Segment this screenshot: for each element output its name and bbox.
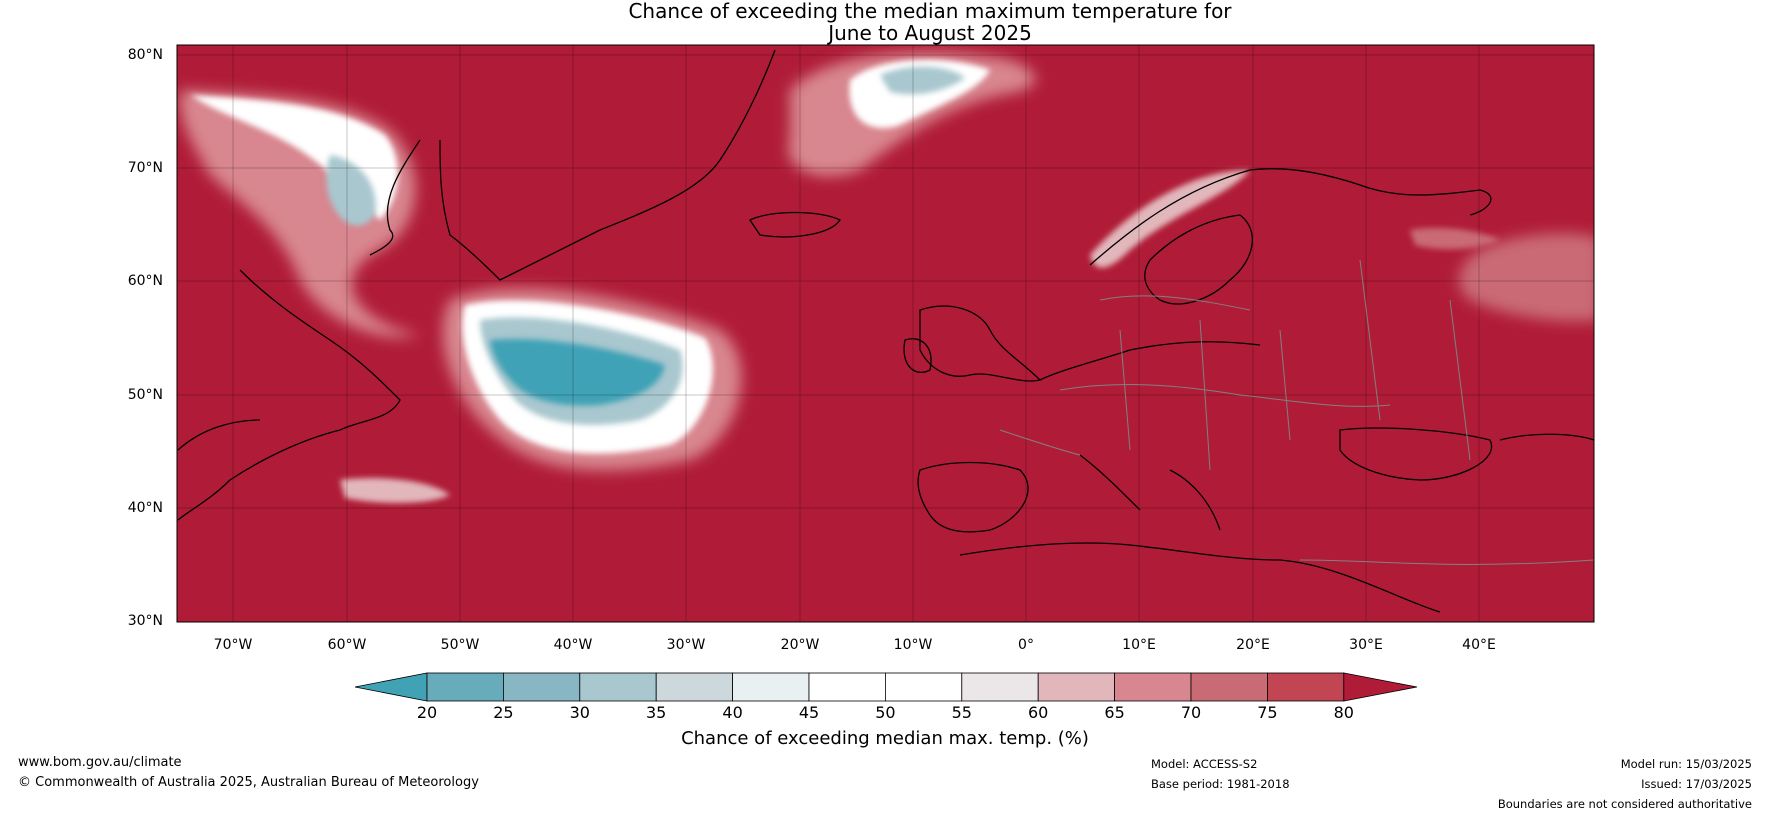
colorbar-extend-high (1343, 672, 1418, 702)
lon-tick-label: 30°E (1349, 637, 1383, 653)
colorbar-segment (426, 672, 504, 702)
base-period-text: Base period: 1981-2018 (1151, 777, 1290, 791)
colorbar-tick-label: 70 (1180, 703, 1202, 722)
country-borders (999, 259, 1594, 565)
lon-tick-label: 50°W (440, 637, 480, 653)
website-text: www.bom.gov.au/climate (18, 755, 182, 770)
colorbar-segment (579, 672, 657, 702)
disclaimer-text: Boundaries are not considered authoritat… (1497, 797, 1752, 811)
lon-tick-label: 10°W (893, 637, 933, 653)
copyright-text: © Commonwealth of Australia 2025, Austra… (18, 775, 479, 790)
greenland-sea-anomaly (788, 52, 1036, 176)
lon-tick-label: 40°W (553, 637, 593, 653)
colorbar-tick-label: 65 (1104, 703, 1125, 722)
labrador-anomaly (179, 90, 450, 503)
lon-tick-label: 30°W (666, 637, 706, 653)
colorbar-segment (732, 672, 810, 702)
colorbar-extend-low (354, 672, 428, 702)
graticule (177, 45, 1594, 622)
colorbar-tick-label: 45 (798, 703, 820, 722)
model-text: Model: ACCESS-S2 (1151, 757, 1258, 771)
issued-text: Issued: 17/03/2025 (1641, 777, 1752, 791)
lon-tick-label: 70°W (213, 637, 253, 653)
colorbar-tick-label: 35 (646, 703, 667, 722)
colorbar-tick-label: 25 (493, 703, 514, 722)
lon-tick-label: 20°E (1236, 637, 1270, 653)
colorbar-tick-label: 50 (875, 703, 896, 722)
lat-tick-label: 30°N (127, 613, 163, 629)
colorbar-tick-label: 80 (1333, 703, 1354, 722)
scandinavia-anomaly (1090, 170, 1594, 322)
lon-tick-label: 20°W (780, 637, 820, 653)
colorbar (354, 672, 1418, 702)
lon-tick-label: 60°W (327, 637, 367, 653)
colorbar-segment (1037, 672, 1115, 702)
map-panel (177, 45, 1594, 622)
map-frame (176, 44, 1595, 623)
lat-tick-label: 70°N (127, 160, 163, 176)
map-title-line-2: June to August 2025 (828, 21, 1032, 45)
colorbar-segment (1190, 672, 1268, 702)
colorbar-segment (1114, 672, 1192, 702)
colorbar-tick-label: 40 (722, 703, 743, 722)
colorbar-segment (808, 672, 886, 702)
colorbar-segment (502, 672, 581, 702)
colorbar-tick-label: 30 (569, 703, 590, 722)
lon-tick-label: 40°E (1462, 637, 1496, 653)
colorbar-tick-label: 20 (416, 703, 438, 722)
colorbar-segment (655, 672, 734, 702)
model-run-text: Model run: 15/03/2025 (1620, 757, 1752, 771)
colorbar-segment (961, 672, 1039, 702)
colorbar-segment (1267, 672, 1345, 702)
colorbar-tick-label: 55 (951, 703, 972, 722)
lat-tick-label: 50°N (127, 387, 163, 403)
colorbar-tick-label: 75 (1257, 703, 1278, 722)
colorbar-segment (885, 672, 963, 702)
lat-tick-label: 60°N (127, 273, 163, 289)
lon-tick-label: 10°E (1122, 637, 1156, 653)
map-title-line-1: Chance of exceeding the median maximum t… (628, 0, 1232, 23)
atlantic-low-anomaly (442, 288, 742, 471)
lat-tick-label: 80°N (127, 47, 163, 63)
colorbar-tick-label: 60 (1028, 703, 1049, 722)
colorbar-label: Chance of exceeding median max. temp. (%… (681, 728, 1089, 749)
coastlines (177, 49, 1594, 613)
lat-tick-label: 40°N (127, 500, 163, 516)
lon-tick-label: 0° (1018, 637, 1034, 653)
